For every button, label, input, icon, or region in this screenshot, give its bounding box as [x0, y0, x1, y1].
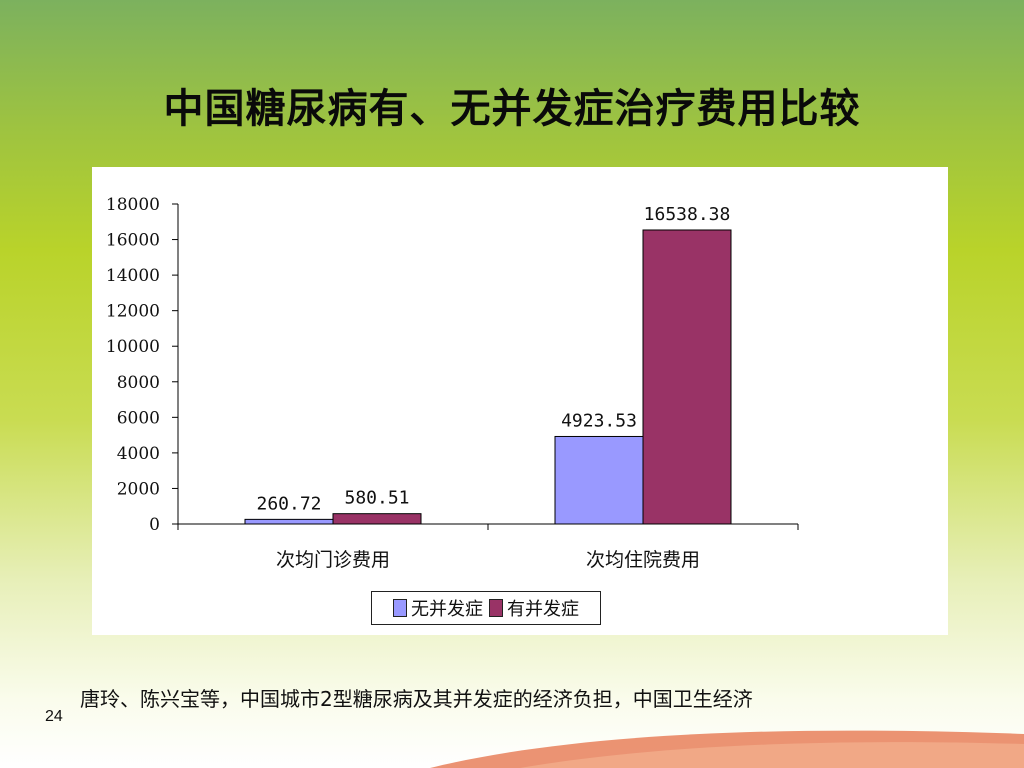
y-tick-label-9: 18000	[106, 195, 160, 215]
category-label-1: 次均住院费用	[586, 549, 700, 571]
y-tick-label-1: 2000	[117, 479, 160, 499]
citation-text: 唐玲、陈兴宝等，中国城市2型糖尿病及其并发症的经济负担，中国卫生经济	[80, 687, 753, 711]
legend-label-series-2: 有并发症	[507, 599, 579, 620]
y-tick-label-7: 14000	[106, 266, 160, 286]
data-label-0-1: 580.51	[344, 488, 409, 509]
decorative-swoosh	[430, 730, 1024, 768]
legend-swatch-series-1	[393, 599, 407, 617]
y-tick-label-3: 6000	[117, 408, 160, 428]
legend-item-series-2: 有并发症	[489, 595, 579, 621]
legend-item-series-1: 无并发症	[393, 595, 483, 621]
data-label-1-1: 16538.38	[644, 204, 731, 225]
y-tick-label-0: 0	[149, 515, 160, 535]
y-tick-label-6: 12000	[106, 302, 160, 322]
bar-1-0	[554, 435, 644, 525]
chart-legend: 无并发症 有并发症	[371, 591, 601, 625]
slide-title: 中国糖尿病有、无并发症治疗费用比较	[163, 86, 861, 132]
data-label-1-0: 4923.53	[561, 410, 637, 431]
bar-chart: 0 2000 4000 6000 8000 10000 12000 14000 16000 180…	[106, 195, 799, 571]
bar-0-1	[332, 513, 422, 525]
category-label-0: 次均门诊费用	[276, 549, 390, 571]
y-tick-label-8: 16000	[106, 231, 160, 251]
bar-1-1	[642, 229, 732, 525]
chart-panel: 0 2000 4000 6000 8000 10000 12000 14000 16000 180…	[92, 167, 948, 635]
y-tick-label-5: 10000	[106, 337, 160, 357]
y-tick-label-2: 4000	[117, 444, 160, 464]
slide-number: 24	[45, 708, 63, 725]
legend-swatch-series-2	[489, 599, 503, 617]
legend-label-series-1: 无并发症	[411, 599, 483, 620]
y-tick-label-4: 8000	[117, 373, 160, 393]
bar-0-0	[244, 518, 334, 525]
data-label-0-0: 260.72	[256, 493, 321, 514]
